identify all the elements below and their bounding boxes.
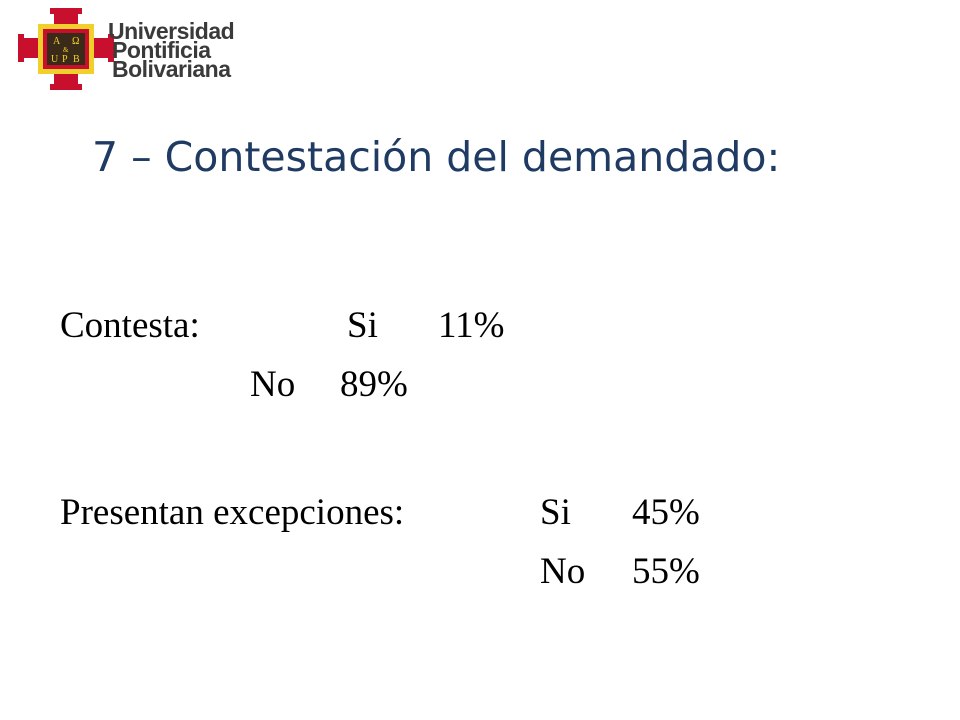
shield-letter: Ω	[72, 36, 79, 47]
percentage: 89%	[340, 364, 408, 405]
logo-text: Pontificia	[112, 37, 211, 63]
answer: Si	[347, 305, 378, 346]
shield-letter: A	[53, 36, 61, 47]
row-label: Contesta:	[60, 305, 200, 346]
logo-text: Universidad	[108, 18, 235, 44]
answer: Si	[540, 492, 571, 533]
row-label: Presentan excepciones:	[60, 492, 405, 533]
slide-title: 7 – Contestación del demandado:	[92, 133, 781, 181]
shield-letter: P	[62, 54, 68, 65]
shield-letter: B	[73, 54, 80, 65]
percentage: 45%	[632, 492, 700, 533]
shield-cross	[18, 8, 114, 90]
percentage: 11%	[438, 305, 505, 346]
logo-shield: A Ω & U P B	[18, 8, 114, 90]
answer: No	[250, 364, 296, 405]
shield-letter: U	[51, 54, 59, 65]
answer: No	[540, 551, 586, 592]
shield-letter: &	[63, 46, 69, 54]
logo-text: Bolivariana	[112, 56, 231, 82]
percentage: 55%	[632, 551, 700, 592]
